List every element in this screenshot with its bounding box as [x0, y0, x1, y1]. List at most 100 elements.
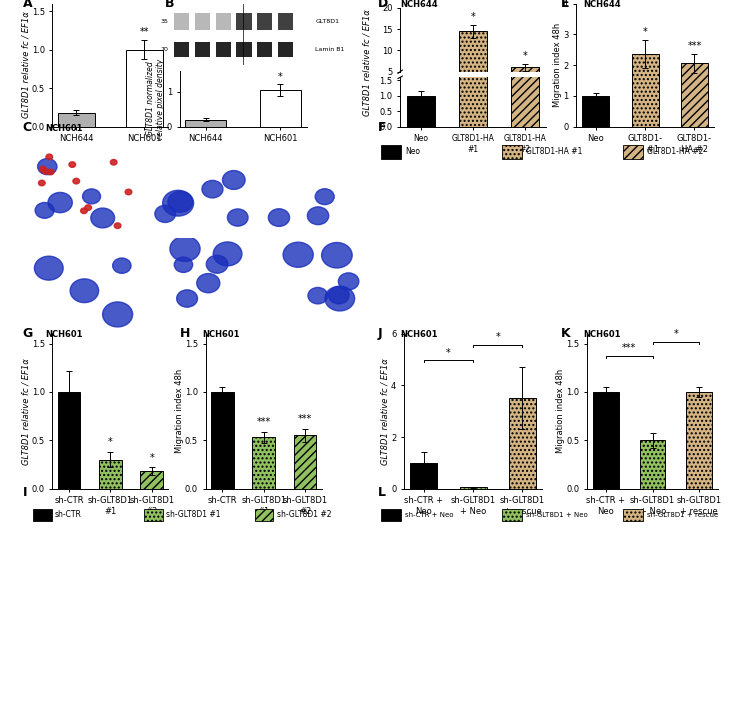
Point	[386, 573, 398, 584]
Point	[568, 302, 580, 314]
Point	[184, 553, 196, 564]
Point	[80, 600, 92, 612]
Point	[377, 669, 389, 680]
Point	[591, 302, 603, 313]
Point	[58, 613, 70, 624]
Point	[266, 553, 278, 565]
Bar	[459, 487, 487, 489]
Point	[105, 678, 117, 689]
Point	[526, 308, 538, 319]
Bar	[58, 392, 80, 489]
Text: PX: PX	[257, 317, 267, 325]
Point	[674, 236, 686, 247]
Point	[197, 632, 209, 643]
Point	[451, 688, 463, 699]
Circle shape	[168, 191, 193, 212]
Point	[288, 663, 300, 674]
Point	[130, 527, 142, 538]
Text: C: C	[22, 122, 31, 134]
Point	[72, 626, 84, 637]
Circle shape	[81, 208, 88, 214]
Bar	[215, 13, 231, 30]
Point	[264, 662, 276, 673]
Circle shape	[307, 207, 328, 225]
Point	[461, 680, 473, 691]
Point	[61, 670, 73, 681]
Point	[251, 617, 263, 628]
Point	[208, 535, 220, 546]
Text: sh-CTR: sh-CTR	[55, 510, 82, 520]
Point	[701, 657, 713, 668]
Point	[159, 555, 171, 567]
Point	[643, 259, 655, 271]
Text: LS: LS	[257, 224, 266, 233]
Point	[177, 587, 189, 598]
Point	[336, 607, 348, 619]
Point	[515, 174, 527, 186]
Point	[58, 678, 70, 690]
Text: NCH601: NCH601	[45, 124, 82, 134]
Point	[329, 552, 341, 563]
Point	[344, 612, 356, 623]
Point	[465, 529, 476, 541]
Point	[450, 575, 462, 586]
Point	[213, 681, 225, 692]
Text: 35: 35	[161, 18, 168, 23]
Point	[379, 614, 391, 626]
Point	[519, 620, 531, 631]
Point	[479, 214, 491, 225]
Point	[188, 689, 200, 700]
Point	[583, 202, 595, 214]
Point	[605, 253, 617, 264]
Point	[477, 578, 489, 589]
Point	[277, 575, 289, 586]
Point	[69, 663, 81, 674]
Point	[79, 564, 91, 575]
Point	[678, 243, 690, 254]
Point	[114, 669, 126, 681]
Point	[163, 543, 175, 554]
Point	[441, 677, 453, 688]
Point	[717, 247, 729, 259]
Point	[527, 588, 539, 600]
Point	[197, 603, 209, 614]
Point	[313, 596, 325, 607]
Point	[33, 669, 45, 681]
Text: NCH601: NCH601	[202, 330, 239, 340]
Point	[708, 562, 720, 573]
Point	[509, 217, 521, 228]
Point	[576, 202, 588, 214]
Circle shape	[42, 169, 49, 174]
Point	[384, 643, 396, 654]
Point	[529, 197, 541, 208]
Text: 70: 70	[161, 47, 168, 52]
Point	[89, 677, 101, 688]
Text: ***: ***	[257, 417, 271, 427]
Point	[527, 224, 539, 235]
Point	[622, 658, 634, 669]
Point	[709, 612, 721, 624]
Point	[557, 287, 569, 298]
Point	[52, 567, 64, 578]
Point	[241, 656, 253, 667]
Point	[32, 688, 44, 699]
Point	[167, 634, 179, 645]
Point	[551, 233, 563, 245]
Y-axis label: GLT8D1 relative fc / EF1α: GLT8D1 relative fc / EF1α	[381, 358, 390, 465]
Point	[93, 614, 105, 625]
Point	[670, 597, 682, 608]
Point	[126, 559, 138, 570]
Point	[595, 273, 607, 285]
Point	[551, 192, 562, 203]
Circle shape	[269, 209, 289, 226]
Point	[248, 657, 260, 668]
Point	[99, 541, 111, 553]
Point	[444, 567, 456, 578]
Y-axis label: GLT8D1 normalized
relative pixel density: GLT8D1 normalized relative pixel density	[146, 58, 165, 138]
Point	[375, 604, 387, 615]
Point	[113, 620, 125, 631]
Point	[529, 254, 541, 266]
Y-axis label: Migration index 48h: Migration index 48h	[556, 369, 565, 453]
Point	[235, 651, 247, 662]
Point	[646, 179, 657, 190]
